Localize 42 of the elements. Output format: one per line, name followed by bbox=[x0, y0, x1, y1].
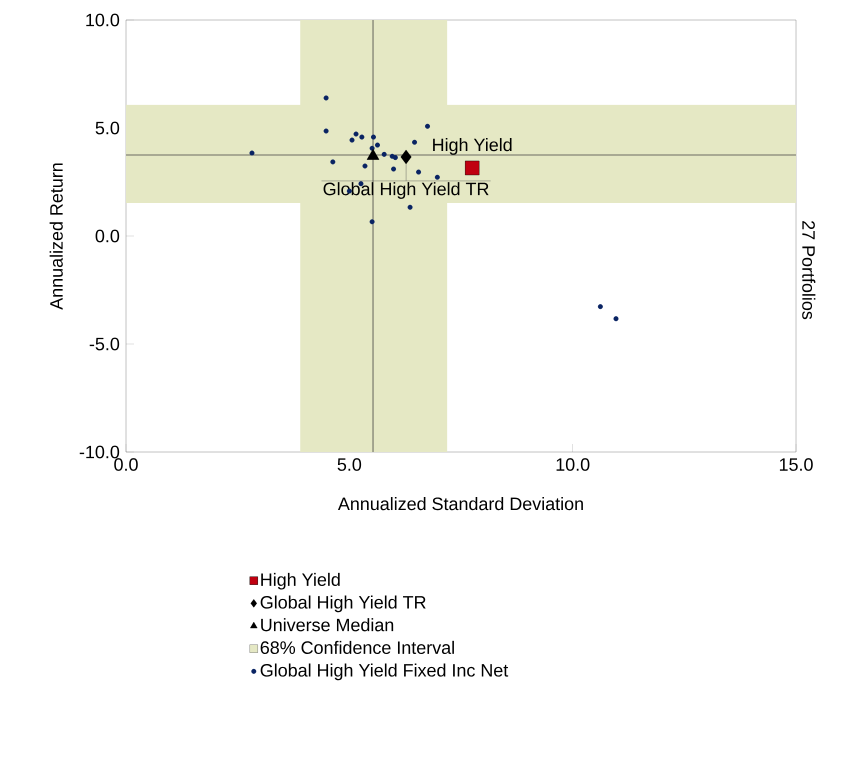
point bbox=[374, 142, 380, 148]
legend-label: High Yield bbox=[261, 572, 340, 590]
point bbox=[359, 134, 364, 140]
x-tick-label: 10.0 bbox=[556, 458, 590, 471]
point bbox=[382, 152, 387, 157]
x-tick-label: 15.0 bbox=[780, 458, 813, 471]
point bbox=[391, 166, 396, 172]
point bbox=[416, 170, 422, 175]
y-tick-label: 10.0 bbox=[86, 14, 120, 26]
legend-label: Global High Yield Fixed Inc Net bbox=[260, 664, 508, 680]
point bbox=[434, 174, 440, 180]
annotation: High Yield bbox=[433, 138, 512, 155]
point bbox=[362, 164, 368, 169]
legend-label: Global High Yield TR bbox=[260, 595, 426, 612]
legend-label: Universe Median bbox=[261, 618, 394, 632]
point bbox=[370, 219, 375, 224]
point bbox=[425, 124, 430, 129]
y-tick-label: -10.0 bbox=[80, 446, 120, 458]
x-axis-title: Annualized Standard Deviation bbox=[338, 497, 583, 510]
point bbox=[412, 140, 418, 145]
point bbox=[324, 128, 329, 134]
point bbox=[598, 304, 603, 310]
point bbox=[354, 132, 359, 137]
x-tick-label: 5.0 bbox=[338, 458, 362, 471]
point bbox=[400, 150, 412, 164]
point bbox=[392, 155, 398, 160]
y-tick-label: 0.0 bbox=[96, 230, 120, 242]
point bbox=[324, 95, 329, 100]
point bbox=[330, 159, 336, 164]
y2-axis-title: 27 Portfolios bbox=[802, 221, 816, 320]
point bbox=[370, 146, 375, 151]
point bbox=[614, 316, 619, 322]
point bbox=[408, 204, 413, 210]
point bbox=[464, 160, 480, 176]
point bbox=[249, 150, 254, 156]
legend-label: 68% Confidence Interval bbox=[260, 640, 454, 654]
point bbox=[350, 138, 355, 143]
y-axis-title: Annualized Return bbox=[50, 163, 63, 310]
y-tick-label: -5.0 bbox=[90, 338, 120, 350]
point bbox=[370, 134, 376, 140]
x-tick-label: 0.0 bbox=[114, 458, 138, 471]
y-tick-label: 5.0 bbox=[96, 122, 120, 134]
